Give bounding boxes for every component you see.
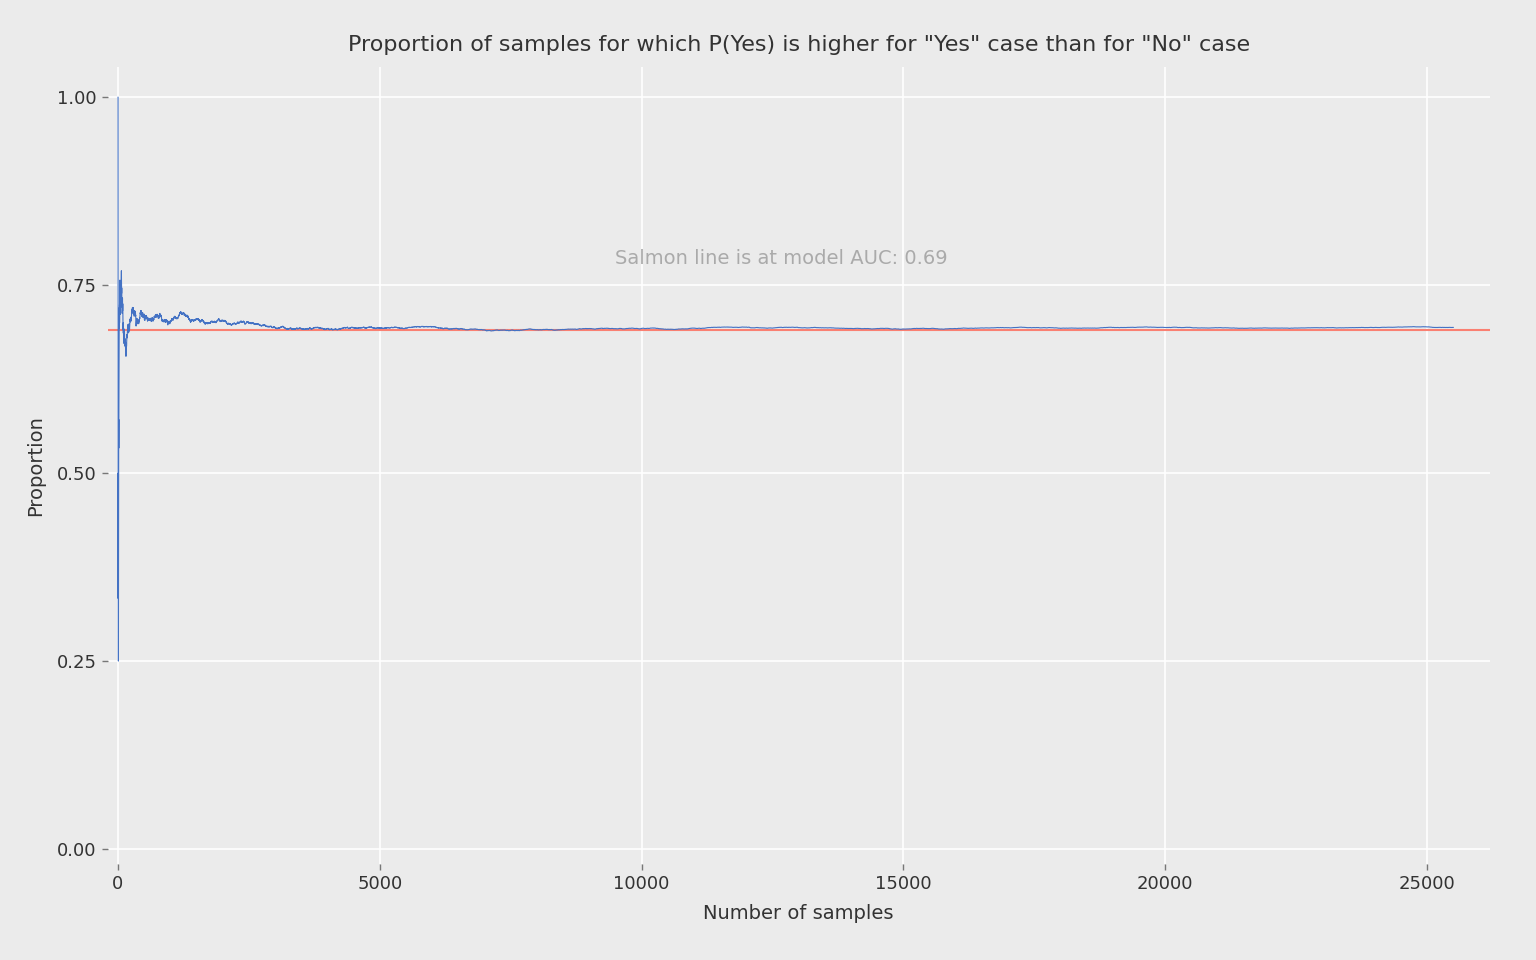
X-axis label: Number of samples: Number of samples (703, 904, 894, 924)
Y-axis label: Proportion: Proportion (26, 415, 45, 516)
Title: Proportion of samples for which P(Yes) is higher for "Yes" case than for "No" ca: Proportion of samples for which P(Yes) i… (347, 35, 1250, 55)
Text: Salmon line is at model AUC: 0.69: Salmon line is at model AUC: 0.69 (616, 250, 948, 269)
